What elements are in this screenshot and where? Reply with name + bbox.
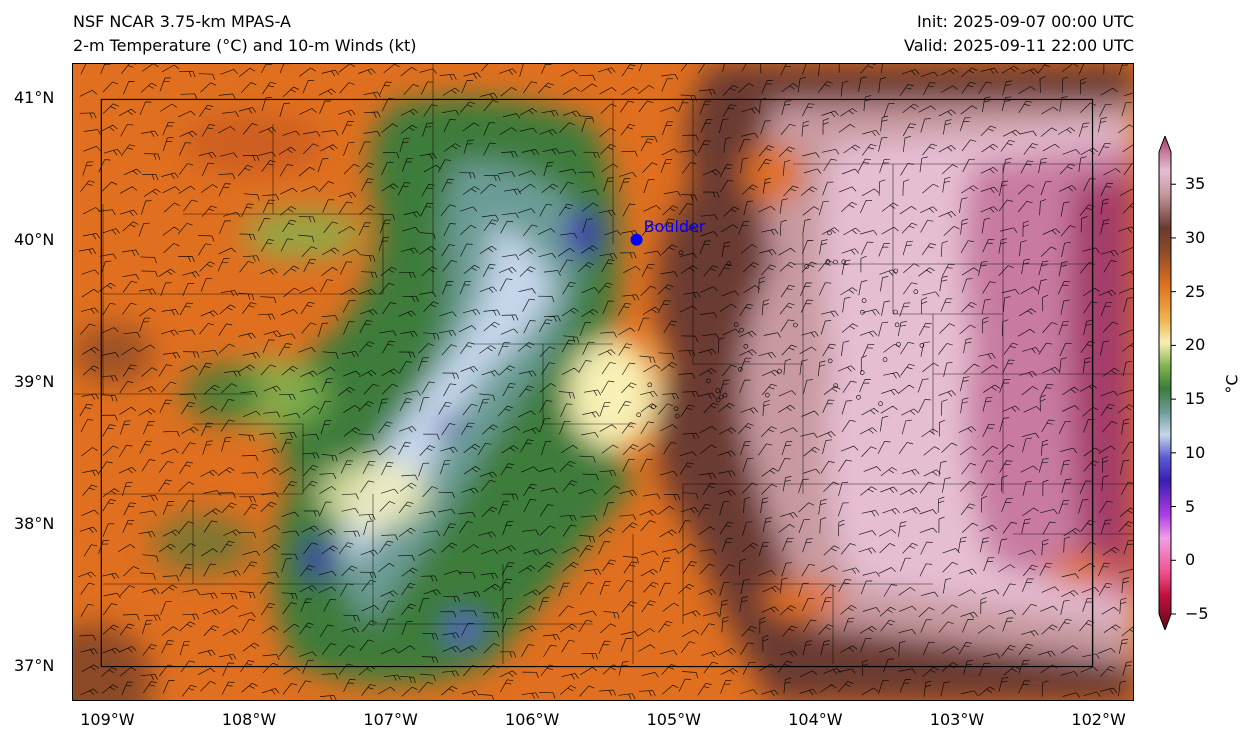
calm-wind-circle (674, 413, 680, 419)
boulder-label: Boulder (643, 216, 706, 236)
lon-tick-label: 103°W (929, 710, 985, 729)
colorbar-tick-label: −5 (1185, 604, 1209, 623)
calm-wind-circle (678, 250, 684, 255)
calm-wind-circle (777, 368, 782, 374)
model-title: NSF NCAR 3.75-km MPAS-A (73, 12, 291, 31)
colorbar-tick-label: 5 (1185, 496, 1196, 516)
calm-wind-circle (793, 322, 798, 328)
field-title: 2-m Temperature (°C) and 10-m Winds (kt) (73, 36, 417, 55)
lon-tick-label: 106°W (505, 710, 560, 729)
calm-wind-circle (856, 394, 861, 400)
calm-wind-circle (894, 322, 900, 328)
calm-wind-circle (825, 259, 831, 264)
colorbar-tick-label: 20 (1185, 335, 1206, 355)
wind-barb-field (78, 64, 1133, 700)
colorbar-tick-label: 15 (1185, 389, 1206, 409)
calm-wind-circle (715, 397, 721, 403)
wind-barbs (78, 64, 1133, 700)
lon-tick-label: 107°W (363, 710, 418, 729)
map-panel[interactable] (72, 63, 1134, 701)
county-line (692, 99, 803, 365)
calm-wind-circle (893, 268, 899, 274)
calm-wind-circle (667, 222, 673, 228)
calm-wind-circle (882, 357, 888, 362)
county-line (183, 213, 384, 294)
calm-wind-circle (833, 383, 839, 389)
county-line (193, 423, 304, 494)
init-time: Init: 2025-09-07 00:00 UTC (916, 12, 1134, 31)
calm-wind-circle (860, 310, 865, 315)
lat-tick-label: 37°N (14, 655, 55, 675)
colorbar-tick-label: 35 (1185, 174, 1206, 194)
lat-tick-label: 40°N (14, 230, 55, 250)
colorbar-tick-label: 0 (1185, 550, 1196, 570)
calm-wind-circle (737, 367, 743, 372)
lon-tick-label: 108°W (221, 710, 277, 729)
calm-wind-circle (804, 264, 809, 269)
calm-wind-circle (722, 392, 728, 398)
calm-wind-circle (726, 261, 732, 266)
calm-wind-circle (718, 394, 724, 400)
calm-wind-circle (733, 322, 739, 328)
calm-wind-circle (739, 327, 744, 333)
colorbar (1158, 136, 1176, 630)
calm-wind-circle (896, 341, 901, 347)
calm-wind-circle (715, 388, 721, 393)
boulder-marker[interactable] (630, 233, 643, 246)
temperature-field (73, 64, 1133, 700)
calm-wind-circle (647, 382, 653, 388)
lat-tick-label: 38°N (14, 513, 55, 533)
calm-wind-circle (919, 343, 925, 348)
calm-wind-circle (861, 298, 867, 303)
calm-wind-circle (651, 404, 656, 410)
colorbar-units: °C (1222, 374, 1242, 394)
calm-wind-circle (913, 289, 919, 294)
calm-wind-circle (673, 406, 679, 412)
valid-time: Valid: 2025-09-11 22:00 UTC (903, 36, 1134, 55)
calm-wind-circle (878, 401, 883, 407)
lon-tick-label: 105°W (646, 710, 701, 729)
lat-tick-label: 39°N (14, 372, 55, 391)
lon-tick-label: 109°W (80, 710, 135, 729)
calm-wind-circle (689, 224, 694, 230)
state-boundary (100, 98, 1094, 668)
lat-tick-label: 41°N (14, 88, 55, 108)
colorbar-tick-label: 25 (1185, 281, 1206, 301)
lon-tick-label: 104°W (788, 710, 843, 729)
calm-wind-circle (706, 378, 711, 384)
county-line (892, 164, 1003, 315)
temperature-wind-map[interactable] (73, 64, 1134, 701)
county-boundaries (73, 64, 1133, 664)
lon-tick-label: 102°W (1071, 710, 1126, 729)
calm-wind-circle (764, 392, 770, 398)
calm-wind-circle (859, 370, 865, 375)
colorbar-tick-label: 10 (1185, 442, 1206, 462)
calm-wind-circle (827, 230, 832, 236)
calm-wind-circle (743, 344, 749, 349)
calm-wind-circle (827, 358, 833, 364)
calm-wind-circle (636, 412, 642, 418)
colorbar-tick-label: 30 (1185, 227, 1206, 247)
